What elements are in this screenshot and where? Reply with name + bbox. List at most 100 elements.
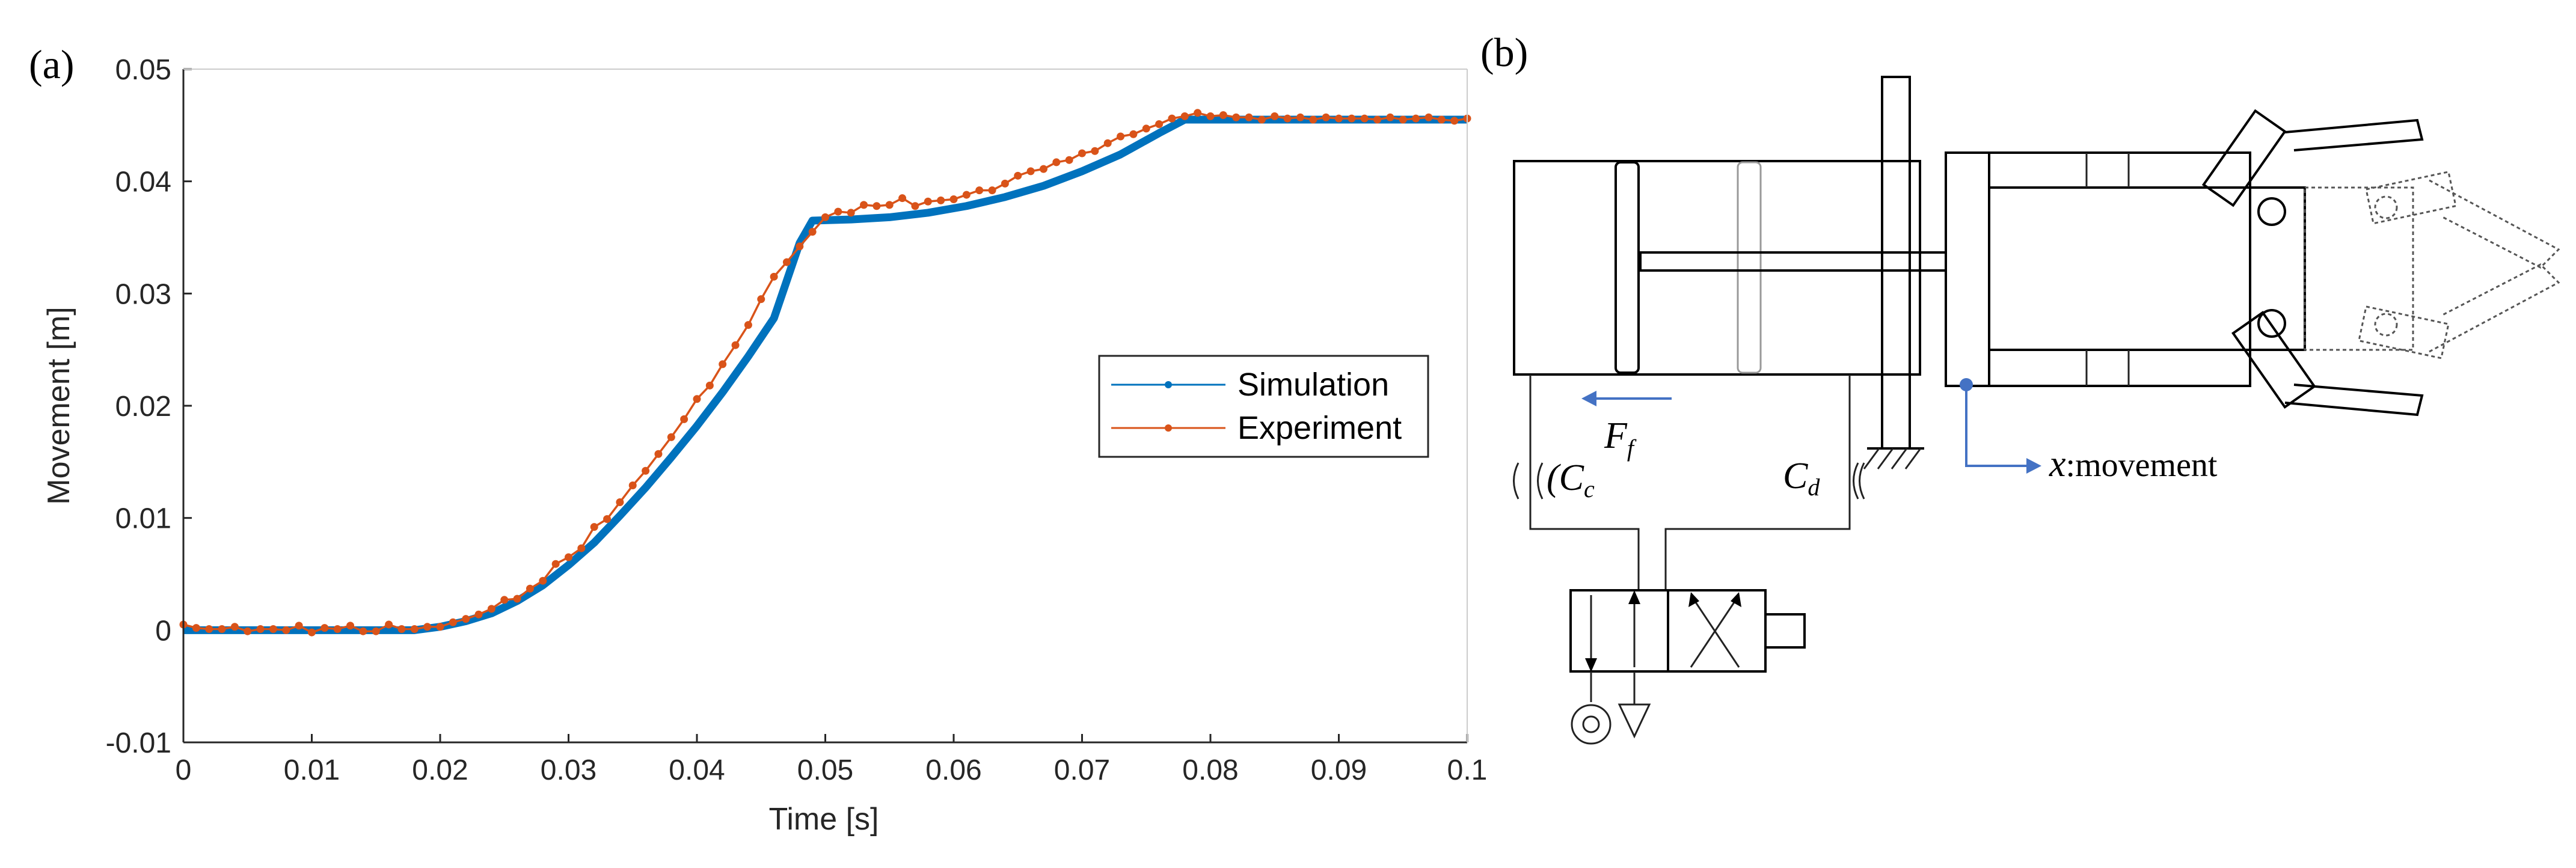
orifice-d-label: Cd	[1783, 456, 1820, 501]
experiment-point	[205, 625, 213, 633]
experiment-point	[1039, 165, 1047, 173]
experiment-point	[230, 623, 239, 631]
experiment-point	[526, 584, 534, 593]
experiment-point	[1424, 113, 1433, 121]
orifice-c-label: (Cc	[1547, 457, 1595, 503]
x-tick-label: 0.08	[1182, 754, 1238, 786]
x-tick-label: 0.05	[797, 754, 853, 786]
pressure-source-icon	[1571, 704, 1612, 745]
piston-rod	[1639, 251, 1947, 272]
panel-a: (a) 0 0.01 0.02 0.03 0.04 0.05 0.06 0.07 0.08 0.0…	[29, 41, 1487, 837]
experiment-point	[474, 610, 483, 619]
experiment-point	[295, 622, 303, 630]
movement-arrow-head	[2026, 458, 2041, 474]
gripper-slider	[1945, 151, 1990, 387]
experiment-point	[1309, 115, 1317, 124]
experiment-point	[642, 466, 650, 475]
experiment-point	[487, 605, 495, 613]
orifice-d-left	[1853, 462, 1859, 500]
experiment-point	[1091, 147, 1099, 155]
axes-box	[182, 69, 1468, 744]
experiment-point	[372, 627, 380, 635]
experiment-point	[1245, 113, 1253, 121]
legend: Simulation Experiment	[1098, 355, 1429, 458]
experiment-point	[1450, 117, 1459, 125]
experiment-point	[539, 576, 547, 585]
legend-label-simulation: Simulation	[1237, 367, 1389, 403]
experiment-point	[719, 360, 727, 368]
experiment-point	[1180, 112, 1189, 120]
experiment-point	[333, 625, 342, 633]
experiment-point	[731, 341, 740, 349]
x-tick-label: 0.04	[669, 754, 725, 786]
experiment-point	[757, 295, 765, 304]
experiment-point	[603, 515, 612, 524]
experiment-point	[1412, 114, 1420, 123]
experiment-point	[834, 207, 842, 216]
experiment-point	[1437, 115, 1446, 124]
experiment-point	[1348, 114, 1356, 123]
experiment-point	[449, 618, 457, 626]
legend-label-experiment: Experiment	[1237, 410, 1402, 446]
experiment-point	[1065, 156, 1073, 164]
experiment-point	[192, 624, 200, 632]
experiment-point	[577, 544, 586, 552]
experiment-point	[1257, 115, 1266, 124]
series-layer	[179, 109, 1471, 637]
experiment-point	[705, 381, 714, 390]
experiment-point	[244, 627, 252, 635]
experiment-point	[1386, 113, 1394, 121]
air-line-left	[1529, 374, 1640, 590]
experiment-point	[808, 228, 817, 236]
y-axis-ticks: -0.01 0 0.01 0.02 0.03 0.04 0.05	[106, 54, 192, 759]
pressure-source-inner-icon	[1582, 715, 1600, 733]
experiment-point	[436, 623, 444, 631]
y-tick-label: 0.02	[115, 391, 171, 423]
x-tick-label: 0.09	[1311, 754, 1367, 786]
y-tick-label: 0	[155, 615, 171, 647]
y-tick-label: 0.03	[115, 278, 171, 310]
experiment-point	[1283, 114, 1292, 123]
legend-marker-experiment	[1165, 424, 1172, 432]
orifice-c-right	[1537, 462, 1544, 500]
panel-a-label: (a)	[29, 41, 74, 87]
x-tick-label: 0.06	[925, 754, 981, 786]
experiment-point	[320, 624, 329, 632]
experiment-point	[1322, 113, 1330, 121]
experiment-point	[1052, 158, 1061, 167]
experiment-point	[282, 626, 290, 634]
experiment-point	[962, 191, 971, 199]
experiment-point	[308, 628, 316, 637]
experiment-point	[1014, 171, 1022, 180]
experiment-point	[1232, 113, 1240, 121]
experiment-point	[975, 186, 984, 195]
x-tick-label: 0.03	[541, 754, 596, 786]
experiment-point	[1206, 112, 1215, 120]
experiment-point	[770, 272, 778, 281]
experiment-point	[1399, 115, 1407, 124]
experiment-point	[1142, 124, 1150, 133]
experiment-point	[1129, 130, 1138, 138]
experiment-point	[898, 194, 907, 203]
force-label: Ff	[1604, 415, 1637, 462]
experiment-point	[513, 594, 521, 603]
experiment-point	[256, 625, 265, 633]
piston-head	[1615, 161, 1640, 374]
x-axis-ticks: 0 0.01 0.02 0.03 0.04 0.05 0.06 0.07 0.08 0.09 0.1	[176, 734, 1487, 786]
valve-symbol-icon	[1569, 589, 1806, 673]
x-tick-label: 0	[176, 754, 192, 786]
experiment-point	[346, 622, 355, 630]
x-tick-label: 0.01	[284, 754, 340, 786]
experiment-point	[693, 395, 701, 403]
force-arrow-head	[1581, 391, 1596, 406]
experiment-point	[1219, 111, 1227, 120]
experiment-point	[1103, 139, 1112, 147]
experiment-point	[462, 615, 470, 623]
experiment-point	[628, 481, 637, 490]
experiment-point	[1360, 114, 1369, 123]
guide-rod	[1881, 76, 1911, 450]
panel-b-label: (b)	[1480, 29, 1528, 75]
x-tick-label: 0.07	[1054, 754, 1110, 786]
experiment-point	[410, 625, 419, 633]
